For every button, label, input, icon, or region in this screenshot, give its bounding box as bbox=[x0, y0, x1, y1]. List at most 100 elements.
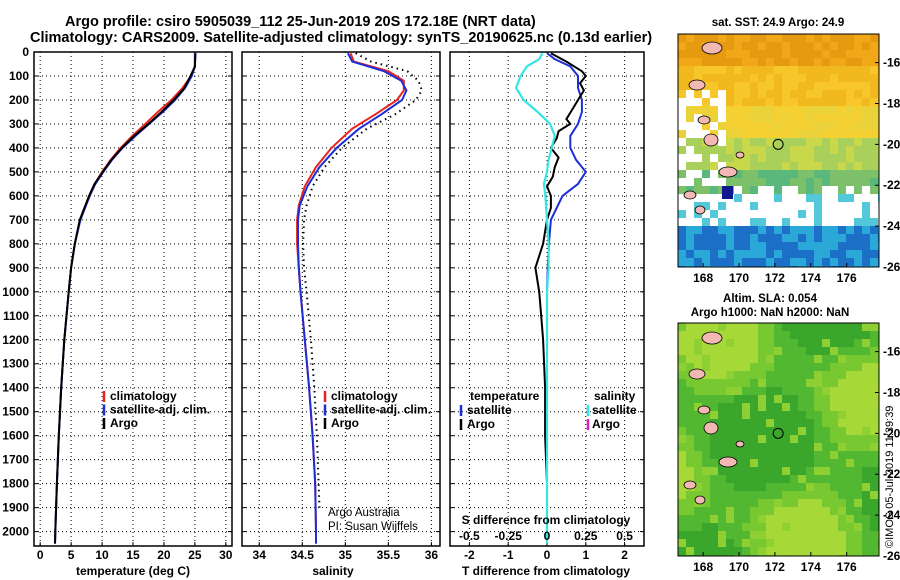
sla-cell bbox=[766, 371, 774, 379]
sla-cell bbox=[838, 523, 846, 531]
sst-cell bbox=[686, 74, 694, 82]
sla-cell bbox=[774, 491, 782, 499]
depth-tick-label: 1300 bbox=[2, 357, 29, 371]
sla-cell bbox=[686, 395, 694, 403]
sst-cell bbox=[710, 98, 718, 106]
sst-cell bbox=[710, 210, 718, 218]
sla-cell bbox=[814, 459, 822, 467]
sla-cell bbox=[686, 331, 694, 339]
sla-cell bbox=[798, 451, 806, 459]
sla-cell bbox=[790, 403, 798, 411]
sst-cell bbox=[862, 34, 870, 42]
sst-cell bbox=[782, 194, 790, 202]
sst-cell bbox=[862, 218, 870, 226]
sst-cell bbox=[718, 74, 726, 82]
sst-cell bbox=[814, 250, 822, 258]
depth-tick-label: 2000 bbox=[2, 525, 29, 539]
sst-cell bbox=[790, 226, 798, 234]
land-island bbox=[701, 331, 723, 345]
sst-cell bbox=[790, 146, 798, 154]
sla-cell bbox=[862, 323, 870, 331]
sst-cell bbox=[814, 114, 822, 122]
sla-cell bbox=[686, 443, 694, 451]
sst-cell bbox=[782, 42, 790, 50]
sla-cell bbox=[750, 379, 758, 387]
sst-cell bbox=[774, 226, 782, 234]
sla-cell bbox=[702, 387, 710, 395]
sla-cell bbox=[734, 355, 742, 363]
sst-cell bbox=[806, 242, 814, 250]
sla-cell bbox=[822, 371, 830, 379]
sla-cell bbox=[790, 427, 798, 435]
depth-tick-label: 100 bbox=[9, 69, 29, 83]
sst-cell bbox=[790, 242, 798, 250]
sla-cell bbox=[862, 379, 870, 387]
sst-cell bbox=[870, 154, 878, 162]
sst-cell bbox=[838, 90, 846, 98]
sla-cell bbox=[822, 355, 830, 363]
sla-cell bbox=[838, 451, 846, 459]
sla-cell bbox=[750, 427, 758, 435]
sla-cell bbox=[750, 371, 758, 379]
sst-cell bbox=[750, 34, 758, 42]
sla-cell bbox=[798, 475, 806, 483]
sla-cell bbox=[870, 339, 878, 347]
sst-cell bbox=[830, 146, 838, 154]
sla-cell bbox=[790, 483, 798, 491]
sst-cell bbox=[870, 42, 878, 50]
sst-cell bbox=[718, 58, 726, 66]
sst-cell bbox=[710, 130, 718, 138]
sst-cell bbox=[766, 106, 774, 114]
sla-cell bbox=[694, 491, 702, 499]
sla-cell bbox=[758, 459, 766, 467]
sst-cell bbox=[814, 34, 822, 42]
sla-cell bbox=[678, 499, 686, 507]
sla-cell bbox=[686, 355, 694, 363]
sla-cell bbox=[854, 347, 862, 355]
sst-cell bbox=[790, 106, 798, 114]
sla-cell bbox=[854, 387, 862, 395]
sla-cell bbox=[742, 411, 750, 419]
sst-cell bbox=[870, 82, 878, 90]
sla-cell bbox=[686, 523, 694, 531]
sst-cell bbox=[822, 34, 830, 42]
sst-cell bbox=[718, 66, 726, 74]
sla-cell bbox=[686, 339, 694, 347]
sst-cell bbox=[718, 34, 726, 42]
sst-cell bbox=[782, 50, 790, 58]
sst-cell bbox=[702, 50, 710, 58]
sla-cell bbox=[822, 347, 830, 355]
sla-cell bbox=[750, 323, 758, 331]
sla-cell bbox=[766, 363, 774, 371]
sla-cell bbox=[862, 331, 870, 339]
sst-cell bbox=[726, 154, 734, 162]
sst-cell bbox=[750, 154, 758, 162]
sla-cell bbox=[830, 427, 838, 435]
sla-cell bbox=[774, 523, 782, 531]
sla-cell bbox=[742, 331, 750, 339]
sst-cell bbox=[758, 82, 766, 90]
sla-cell bbox=[790, 339, 798, 347]
sla-cell bbox=[678, 475, 686, 483]
sla-cell bbox=[726, 403, 734, 411]
lon-tick-label: 174 bbox=[801, 271, 821, 285]
sst-cell bbox=[734, 218, 742, 226]
sst-cell bbox=[710, 74, 718, 82]
sla-cell bbox=[758, 507, 766, 515]
sla-cell bbox=[870, 515, 878, 523]
sla-cell bbox=[854, 363, 862, 371]
sst-cell bbox=[806, 114, 814, 122]
sst-cell bbox=[742, 242, 750, 250]
sla-cell bbox=[766, 523, 774, 531]
sla-cell bbox=[678, 371, 686, 379]
sst-cell bbox=[782, 130, 790, 138]
sst-cell bbox=[734, 170, 742, 178]
sla-cell bbox=[694, 507, 702, 515]
lat-tick-label: -26 bbox=[883, 260, 900, 274]
sst-cell bbox=[718, 106, 726, 114]
sla-cell bbox=[822, 419, 830, 427]
sst-cell bbox=[854, 194, 862, 202]
sst-cell bbox=[846, 154, 854, 162]
sst-cell bbox=[862, 122, 870, 130]
sla-cell bbox=[870, 387, 878, 395]
